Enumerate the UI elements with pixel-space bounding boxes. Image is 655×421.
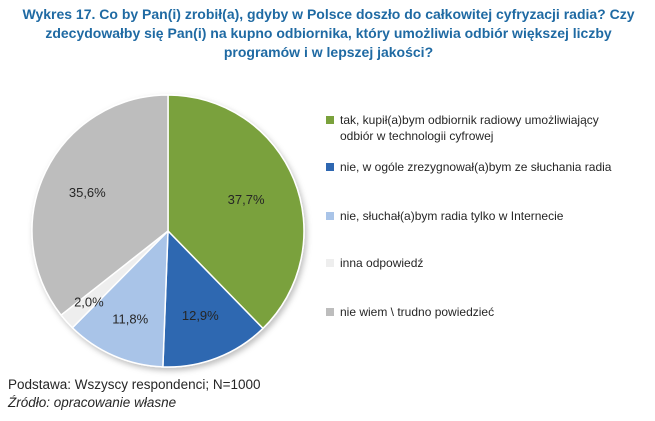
- pie-slice: [71, 230, 169, 368]
- pie-slices: [31, 94, 305, 368]
- slice-value-label: 2,0%: [74, 295, 104, 310]
- legend-label: nie wiem \ trudno powiedzieć: [340, 305, 495, 319]
- chart-footer: Podstawa: Wszyscy respondenci; N=1000 Źr…: [8, 376, 261, 412]
- legend-item: nie, w ogóle zrezygnował(a)bym ze słucha…: [326, 159, 646, 175]
- chart-title-line: Wykres 17. Co by Pan(i) zrobił(a), gdyby…: [22, 6, 635, 22]
- legend-label: nie, w ogóle zrezygnował(a)bym ze słucha…: [340, 160, 612, 174]
- slice-value-label: 12,9%: [182, 308, 219, 323]
- pie-chart: 37,7% 12,9% 11,8% 2,0% 35,6%: [31, 94, 305, 368]
- slice-value-label: 37,7%: [228, 192, 265, 207]
- pie-slice: [162, 230, 264, 368]
- chart-title-line: programów i w lepszej jakości?: [223, 44, 434, 60]
- legend-swatch: [326, 163, 334, 171]
- legend-item: inna odpowiedź: [326, 255, 646, 271]
- legend-swatch: [326, 212, 334, 220]
- legend-label: nie, słuchał(a)bym radia tylko w Interne…: [340, 209, 564, 223]
- chart-title: Wykres 17. Co by Pan(i) zrobił(a), gdyby…: [6, 5, 651, 62]
- legend-swatch: [326, 308, 334, 316]
- legend-label: odbiór w technologii cyfrowej: [340, 129, 494, 143]
- base-note: Podstawa: Wszyscy respondenci; N=1000: [8, 377, 261, 392]
- legend-item: tak, kupił(a)bym odbiornik radiowy umożl…: [326, 112, 646, 144]
- legend-swatch: [326, 116, 334, 124]
- source-note: Źródło: opracowanie własne: [8, 395, 177, 410]
- legend-label: tak, kupił(a)bym odbiornik radiowy umożl…: [340, 113, 599, 127]
- pie-slice: [31, 94, 169, 316]
- legend-label: inna odpowiedź: [340, 256, 424, 270]
- slice-value-label: 35,6%: [69, 185, 106, 200]
- legend-item: nie wiem \ trudno powiedzieć: [326, 304, 646, 320]
- legend-swatch: [326, 259, 334, 267]
- pie-slice: [167, 94, 305, 330]
- chart-title-line: zdecydowałby się Pan(i) na kupno odbiorn…: [45, 25, 612, 41]
- slice-value-label: 11,8%: [112, 311, 148, 326]
- legend-item: nie, słuchał(a)bym radia tylko w Interne…: [326, 208, 646, 224]
